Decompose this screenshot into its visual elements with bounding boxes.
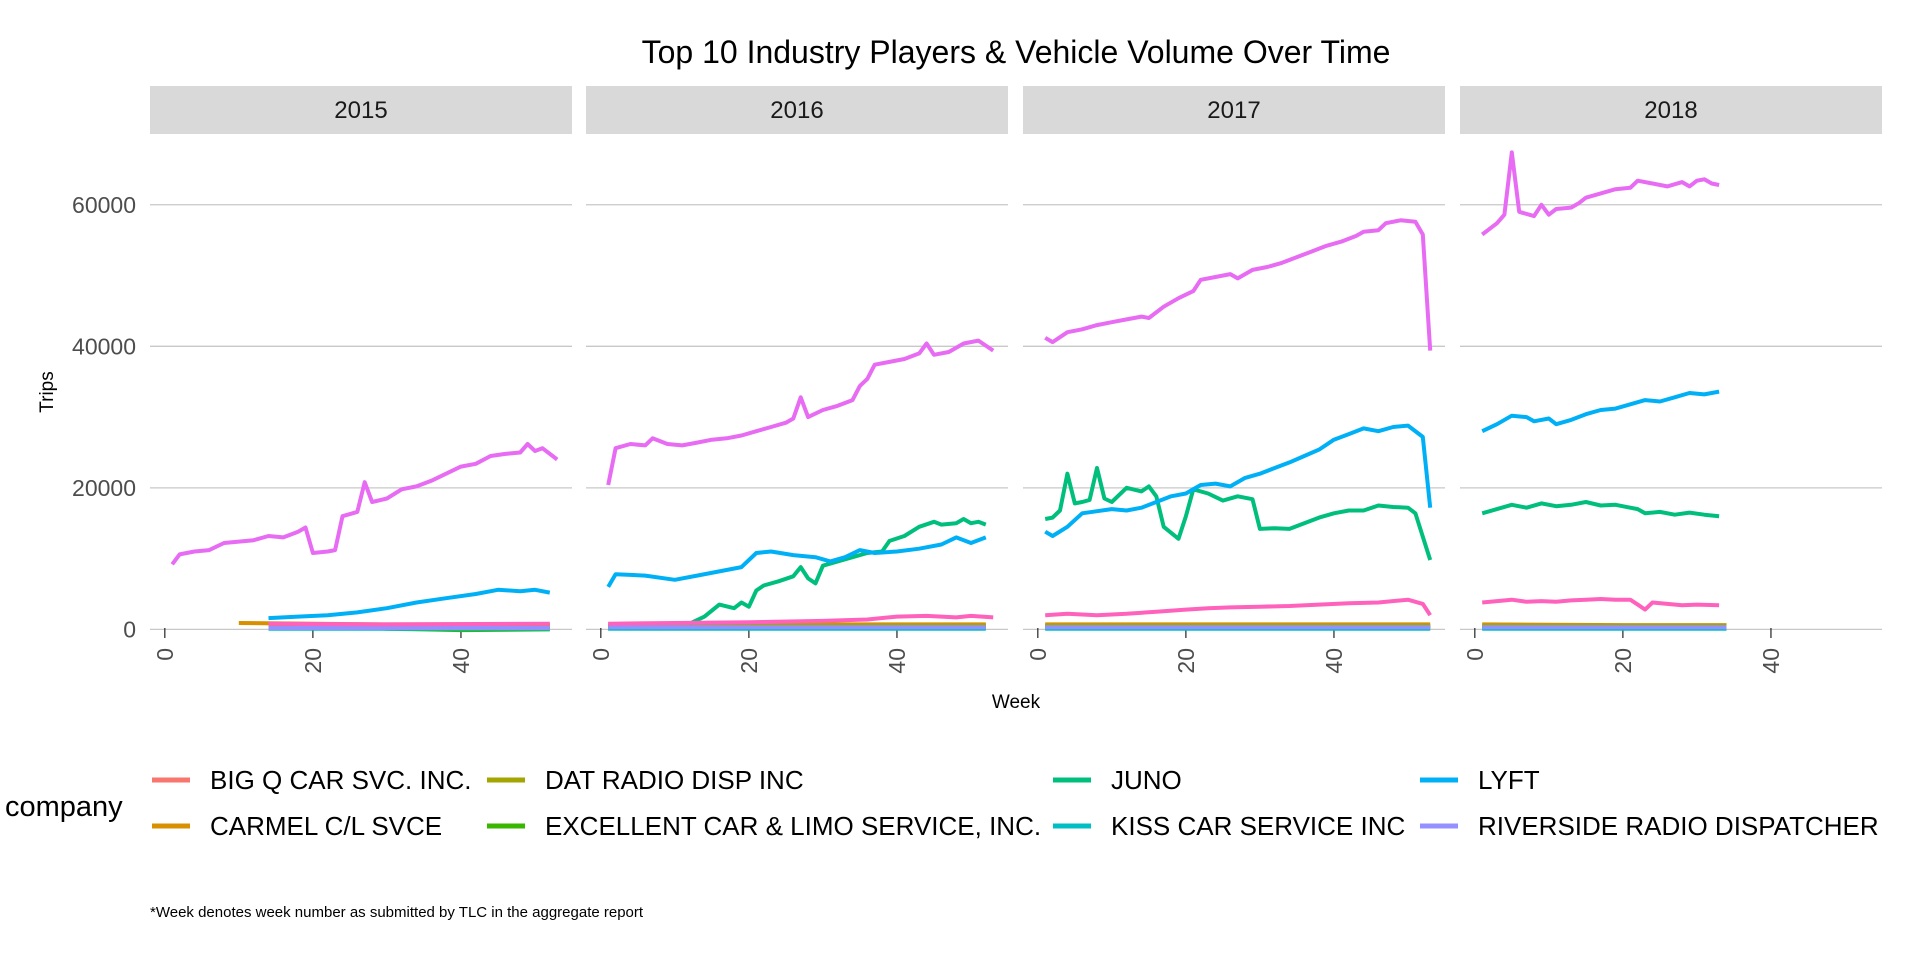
facet-panel-2017: 2017 0 20 40 — [1023, 86, 1445, 674]
facet-strip — [150, 86, 572, 134]
facet-strip — [1460, 86, 1882, 134]
series-line — [1045, 597, 1432, 618]
chart-title: Top 10 Industry Players & Vehicle Volume… — [642, 34, 1391, 70]
y-tick-label: 60000 — [72, 192, 136, 218]
y-axis-label: Trips — [37, 371, 58, 413]
legend-label: EXCELLENT CAR & LIMO SERVICE, INC. — [545, 811, 1041, 841]
facet-panel-2018: 2018 0 20 40 — [1460, 86, 1882, 674]
facet-strip-label: 2018 — [1644, 97, 1697, 124]
facet-strip-label: 2017 — [1207, 97, 1260, 124]
legend-label: DAT RADIO DISP INC — [545, 765, 804, 795]
y-tick-label: 20000 — [72, 475, 136, 501]
facet-panel-2016: 2016 0 20 40 — [586, 86, 1008, 674]
legend-label: KISS CAR SERVICE INC — [1111, 811, 1405, 841]
series-line — [1480, 150, 1720, 237]
facet-panels: 2015 0 20 40 2016 0 20 40 2017 0 20 40 2018 0 20 40 0 200… — [72, 86, 1882, 674]
x-tick-label: 0 — [1462, 648, 1488, 661]
facet-strip-label: 2015 — [334, 97, 387, 124]
x-tick-label: 40 — [448, 648, 474, 674]
series-line — [268, 621, 550, 627]
y-tick-label: 40000 — [72, 333, 136, 359]
series-line — [1481, 500, 1720, 519]
series-line — [688, 517, 987, 626]
series-line — [1044, 218, 1433, 351]
series-line — [268, 587, 551, 621]
facet-panel-2015: 2015 0 20 40 — [150, 86, 572, 674]
legend-label: LYFT — [1478, 765, 1540, 795]
x-tick-label: 0 — [588, 648, 614, 661]
x-tick-label: 40 — [1758, 648, 1784, 674]
caption: *Week denotes week number as submitted b… — [150, 904, 644, 921]
x-tick-label: 20 — [736, 648, 762, 674]
x-tick-label: 20 — [300, 648, 326, 674]
series-line — [606, 535, 987, 588]
x-tick-label: 20 — [1610, 648, 1636, 674]
series-line — [170, 442, 559, 566]
series-line — [1482, 597, 1720, 612]
legend-label: BIG Q CAR SVC. INC. — [210, 765, 472, 795]
legend-label: CARMEL C/L SVCE — [210, 811, 442, 841]
x-tick-label: 0 — [1025, 648, 1051, 661]
legend-label: RIVERSIDE RADIO DISPATCHER — [1478, 811, 1879, 841]
legend-title: company — [5, 791, 123, 823]
y-tick-label: 0 — [123, 616, 136, 642]
legend-label: JUNO — [1111, 765, 1182, 795]
x-tick-label: 0 — [152, 648, 178, 661]
legend: company BIG Q CAR SVC. INC. CARMEL C/L SV… — [5, 765, 1879, 841]
facet-strip — [1023, 86, 1445, 134]
x-tick-label: 40 — [1321, 648, 1347, 674]
series-line — [1044, 423, 1433, 538]
series-line — [606, 338, 995, 486]
facet-strip — [586, 86, 1008, 134]
x-tick-label: 40 — [884, 648, 910, 674]
x-tick-label: 20 — [1173, 648, 1199, 674]
x-axis-label: Week — [992, 692, 1041, 713]
facet-strip-label: 2016 — [770, 97, 823, 124]
series-line — [1481, 389, 1720, 434]
series-line — [608, 613, 994, 626]
